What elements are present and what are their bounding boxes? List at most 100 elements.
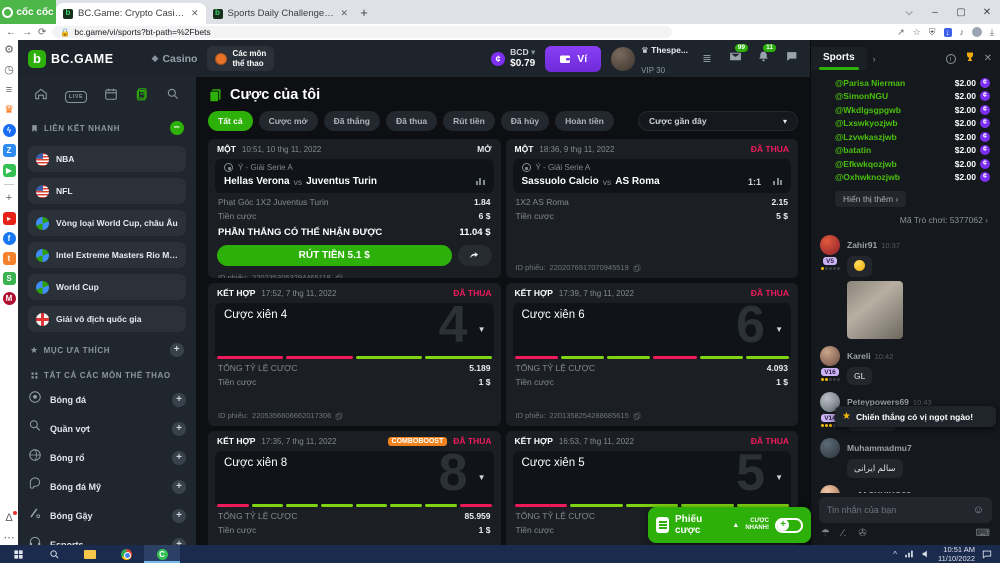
close-chat-icon[interactable]: ✕: [983, 53, 992, 64]
betslip-button[interactable]: Phiếu cược ▲ CƯỢC NHANH! +: [648, 507, 811, 543]
chat-avatar[interactable]: [820, 438, 840, 458]
history-icon[interactable]: ◷: [4, 64, 14, 76]
sidebar-sport-tennis[interactable]: Quần vợt +: [28, 414, 186, 443]
add-shortcut-icon[interactable]: +: [5, 192, 13, 204]
tab-search-icon[interactable]: ⌵: [905, 6, 913, 18]
expand-caret-icon[interactable]: ▼: [775, 325, 783, 334]
filter-pill[interactable]: Đã hủy: [500, 111, 550, 131]
reload-button[interactable]: ⟳: [38, 26, 47, 38]
chat-username[interactable]: Zahir91: [847, 240, 878, 250]
chat-username[interactable]: Kareli: [847, 351, 871, 361]
sidebar-sport-esports[interactable]: Esports +: [28, 530, 186, 545]
download-extension-icon[interactable]: ↓: [943, 27, 952, 37]
feed-icon[interactable]: ≡: [5, 84, 13, 96]
facebook-icon[interactable]: f: [2, 232, 16, 245]
cashout-button[interactable]: RÚT TIỀN 5.1 $: [217, 245, 452, 266]
chevron-right-icon[interactable]: ›: [872, 53, 876, 64]
combo-panel[interactable]: Cược xiên 5 5 ▼: [512, 447, 791, 507]
share-bet-button[interactable]: [457, 245, 492, 266]
expand-caret-icon[interactable]: ▼: [775, 473, 783, 482]
mu-badge-icon[interactable]: M: [2, 292, 16, 305]
notifications-icon[interactable]: ♪: [959, 27, 965, 37]
filter-pill[interactable]: Cược mở: [258, 111, 318, 131]
sidebar-quick-link[interactable]: NFL: [28, 178, 186, 204]
expand-sport-button[interactable]: +: [172, 537, 186, 545]
hidden-icons-chevron[interactable]: ^: [893, 549, 898, 559]
expand-sport-button[interactable]: +: [172, 392, 186, 407]
winner-feed-row[interactable]: @Lxswkyozjwb $2.00 ¢: [835, 117, 990, 131]
sidebar-sport-football[interactable]: Bóng đá +: [28, 385, 186, 414]
keyboard-icon[interactable]: ⌨: [975, 528, 990, 539]
action-center-icon[interactable]: [982, 549, 992, 559]
sidebar-bell-icon[interactable]: Δ: [3, 511, 17, 525]
messenger-icon[interactable]: ϟ: [2, 124, 16, 137]
chat-tab-sports[interactable]: Sports: [811, 47, 867, 70]
combo-panel[interactable]: Cược xiên 8 8 ▼: [215, 447, 494, 507]
chat-username[interactable]: ♥♥JACKHIKO93♥♥: [847, 490, 921, 493]
sort-dropdown[interactable]: Cược gần đây ▾: [638, 111, 798, 131]
copy-icon[interactable]: [335, 274, 343, 279]
settings-gear-icon[interactable]: ⚙: [4, 44, 14, 56]
mail-icon[interactable]: 99: [726, 43, 748, 68]
user-profile[interactable]: ♛ Thespe... VIP 30: [611, 39, 688, 77]
copy-icon[interactable]: [633, 412, 641, 420]
nav-sports[interactable]: Các môn thể thao: [207, 46, 275, 71]
info-icon[interactable]: i: [945, 53, 956, 64]
trophy-icon[interactable]: [964, 50, 976, 68]
expand-caret-icon[interactable]: ▼: [477, 325, 486, 334]
expand-caret-icon[interactable]: ▼: [477, 473, 486, 482]
chrome-icon[interactable]: [108, 545, 144, 563]
crown-icon[interactable]: ♛: [4, 104, 14, 116]
winner-feed-row[interactable]: @SimonNGU $2.00 ¢: [835, 90, 990, 104]
combo-panel[interactable]: Cược xiên 4 4 ▼: [215, 299, 494, 359]
stats-icon[interactable]: [475, 178, 485, 185]
filter-pill[interactable]: Hoàn tiền: [555, 111, 614, 131]
share-icon[interactable]: ↗: [897, 26, 905, 37]
forward-button[interactable]: →: [22, 26, 32, 38]
chat-username[interactable]: Peteypowers69: [847, 397, 909, 407]
home-icon[interactable]: [34, 87, 48, 106]
coccoc-taskbar-icon[interactable]: C: [144, 545, 180, 563]
back-button[interactable]: ←: [6, 26, 16, 38]
rain-icon[interactable]: ☂: [821, 528, 830, 539]
chat-avatar[interactable]: [820, 392, 840, 412]
game-code-link[interactable]: Mã Trò chơi: 5377062 ›: [899, 215, 988, 225]
sidebar-sport-cricket[interactable]: Bóng Gậy +: [28, 501, 186, 530]
filter-pill[interactable]: Đã thua: [385, 111, 438, 131]
bet-list-icon[interactable]: ≣: [702, 53, 712, 65]
taskbar-search-icon[interactable]: [36, 545, 72, 563]
expand-sport-button[interactable]: +: [172, 479, 186, 494]
winner-feed-row[interactable]: @batatin $2.00 ¢: [835, 144, 990, 158]
browser-tab[interactable]: Sports Daily Challenges #2 - ✕: [206, 3, 356, 24]
network-icon[interactable]: [904, 549, 914, 559]
my-bets-icon[interactable]: [135, 87, 149, 106]
profile-avatar[interactable]: [972, 27, 983, 37]
bell-icon[interactable]: 11: [754, 43, 776, 68]
balance-selector[interactable]: ¢ BCD ▾ $0.79: [491, 48, 535, 69]
zalo-icon[interactable]: Z: [2, 144, 16, 157]
url-field[interactable]: 🔒 bc.game/vi/sports?bt-path=%2Fbets: [52, 26, 673, 38]
winner-feed-row[interactable]: @Efkwkqozjwb $2.00 ¢: [835, 157, 990, 171]
quick-bet-toggle[interactable]: +: [775, 517, 803, 533]
chat-avatar[interactable]: [820, 485, 840, 493]
minimize-button[interactable]: –: [932, 6, 938, 18]
search-icon[interactable]: [166, 87, 180, 106]
bookmark-star-icon[interactable]: ☆: [912, 26, 921, 37]
live-icon[interactable]: LIVE: [64, 90, 88, 103]
tiki-icon[interactable]: t: [2, 252, 16, 265]
sidebar-quick-link[interactable]: Giải vô địch quốc gia: [28, 306, 186, 332]
combo-panel[interactable]: Cược xiên 6 6 ▼: [512, 299, 791, 359]
rules-icon[interactable]: ∕.: [841, 528, 847, 539]
sidebar-sport-basketball[interactable]: Bóng rổ +: [28, 443, 186, 472]
new-tab-button[interactable]: +: [360, 4, 368, 20]
file-explorer-icon[interactable]: [72, 545, 108, 563]
filter-pill[interactable]: Đã thắng: [323, 111, 380, 131]
downloads-tray-icon[interactable]: ⤓: [990, 26, 994, 37]
games-icon[interactable]: ▶: [2, 164, 16, 177]
close-button[interactable]: ✕: [982, 6, 992, 18]
match-panel[interactable]: Ý - Giải Serie A Hellas Verona vs Juvent…: [215, 159, 494, 193]
add-favorite-button[interactable]: +: [170, 343, 184, 357]
winner-feed-row[interactable]: @Lzvwkaszjwb $2.00 ¢: [835, 130, 990, 144]
nav-casino[interactable]: ◆ Casino: [152, 53, 198, 65]
sidebar-sport-american-football[interactable]: Bóng đá Mỹ +: [28, 472, 186, 501]
